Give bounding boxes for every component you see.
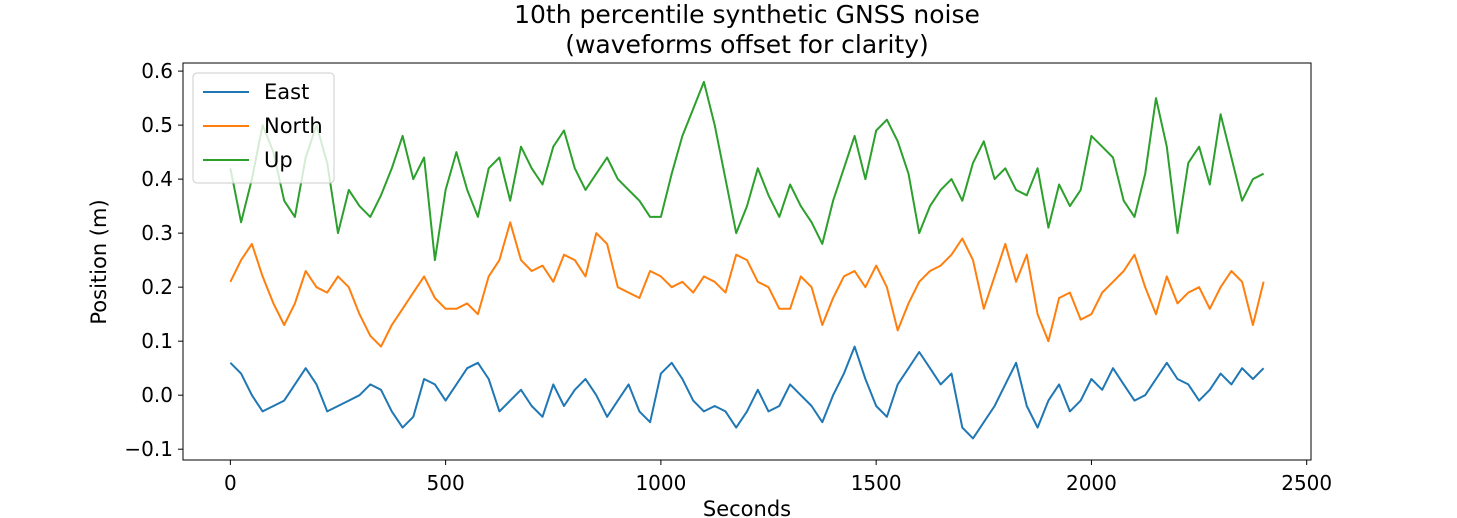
x-tick-label: 500 bbox=[427, 471, 465, 495]
y-axis-ticks: −0.1 0.0 0.1 0.2 0.3 0.4 0.5 0.6 bbox=[124, 59, 183, 461]
y-tick-label: 0.1 bbox=[141, 329, 173, 353]
legend-box bbox=[192, 72, 335, 184]
y-tick-label: 0.5 bbox=[141, 113, 173, 137]
x-tick-label: 1500 bbox=[851, 471, 902, 495]
series-layer bbox=[229, 80, 1265, 440]
x-tick-label: 2500 bbox=[1281, 471, 1332, 495]
y-tick-label: 0.3 bbox=[141, 221, 173, 245]
series-line-up bbox=[229, 80, 1265, 262]
x-axis-ticks: 0 500 1000 1500 2000 2500 bbox=[224, 460, 1332, 495]
series-line-east bbox=[229, 345, 1265, 440]
y-tick-label: −0.1 bbox=[124, 437, 173, 461]
x-tick-label: 0 bbox=[224, 471, 237, 495]
y-tick-label: 0.2 bbox=[141, 275, 173, 299]
legend-label-north: North bbox=[264, 114, 323, 138]
x-axis-label: Seconds bbox=[703, 497, 791, 518]
legend-label-up: Up bbox=[264, 148, 293, 172]
legend: East North Up bbox=[192, 72, 335, 184]
y-tick-label: 0.4 bbox=[141, 167, 173, 191]
y-tick-label: 0.6 bbox=[141, 59, 173, 83]
plot-frame bbox=[182, 62, 1312, 461]
chart-subtitle: (waveforms offset for clarity) bbox=[565, 30, 929, 59]
chart-title: 10th percentile synthetic GNSS noise bbox=[514, 0, 980, 29]
x-tick-label: 2000 bbox=[1066, 471, 1117, 495]
series-line-north bbox=[229, 221, 1265, 348]
x-tick-label: 1000 bbox=[635, 471, 686, 495]
y-axis-label: Position (m) bbox=[87, 199, 111, 324]
y-tick-label: 0.0 bbox=[141, 383, 173, 407]
legend-label-east: East bbox=[264, 80, 309, 104]
